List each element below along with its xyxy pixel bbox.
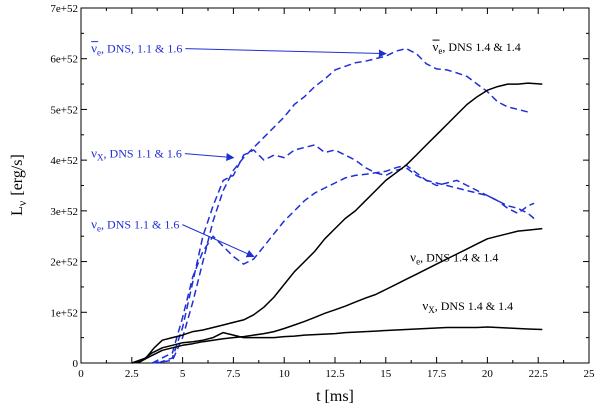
annotation-subscript: X (428, 305, 435, 315)
annotation-symbol: ν (410, 250, 416, 265)
y-tick-label: 2e+52 (50, 257, 78, 269)
annotation-label-1: νe, DNS, 1.1 & 1.6 (91, 41, 182, 58)
x-tick-label: 20 (482, 368, 494, 380)
series-line-3 (151, 164, 535, 364)
x-tick-label: 17.5 (427, 368, 447, 380)
x-tick-label: 7.5 (227, 368, 241, 380)
x-tick-label: 15 (380, 368, 392, 380)
annotation-label-3: νe, DNS 1.1 & 1.6 (91, 217, 179, 234)
annotation-symbol: ν (433, 39, 439, 54)
y-axis-label-sub: ν (15, 200, 29, 206)
annotation-subscript: e (97, 224, 101, 234)
annotation-text: , DNS 1.1 & 1.6 (101, 218, 179, 232)
annotation-text: , DNS 1.4 & 1.4 (420, 251, 498, 265)
y-tick-label: 3e+52 (50, 206, 78, 218)
series-group (131, 47, 543, 364)
annotation-text: , DNS 1.1 & 1.6 (104, 147, 182, 161)
x-tick-label: 10 (279, 368, 291, 380)
annotation-subscript: e (438, 46, 442, 56)
annotations-group: νe, DNS, 1.1 & 1.6νX, DNS 1.1 & 1.6νe, D… (91, 39, 521, 315)
x-tick-label: 0 (78, 368, 84, 380)
series-line-5 (137, 227, 543, 364)
y-tick-label: 0 (73, 358, 79, 370)
x-tick-label: 5 (180, 368, 186, 380)
y-tick-label: 5e+52 (50, 104, 78, 116)
annotation-symbol: ν (91, 217, 97, 232)
x-tick-label: 2.5 (125, 368, 139, 380)
y-tick-label: 1e+52 (50, 307, 78, 319)
x-tick-label: 12.5 (325, 368, 345, 380)
y-tick-label: 7e+52 (50, 3, 78, 15)
annotation-arrow-3 (182, 224, 255, 258)
annotation-label-2: νX, DNS 1.1 & 1.6 (91, 146, 182, 163)
y-axis-label-main: L (9, 206, 26, 216)
x-axis-label: t [ms] (316, 388, 354, 405)
annotation-subscript: X (97, 153, 104, 163)
series-line-2 (157, 144, 535, 364)
series-line-1 (152, 47, 529, 364)
annotation-subscript: e (416, 257, 420, 267)
y-tick-label: 4e+52 (50, 155, 78, 167)
y-tick-label: 6e+52 (50, 54, 78, 66)
x-tick-label: 22.5 (529, 368, 549, 380)
annotation-label-5: νe, DNS 1.4 & 1.4 (410, 250, 498, 267)
annotation-text: , DNS, 1.1 & 1.6 (101, 42, 182, 56)
y-axis-label: Lν [erg/s] (9, 154, 29, 216)
series-line-4 (131, 82, 543, 364)
annotation-text: , DNS 1.4 & 1.4 (442, 40, 520, 54)
series-line-6 (131, 326, 543, 364)
annotation-text: , DNS 1.4 & 1.4 (435, 299, 513, 313)
annotation-symbol: ν (91, 146, 97, 161)
x-tick-label: 25 (584, 368, 596, 380)
annotation-symbol: ν (422, 298, 428, 313)
annotation-symbol: ν (91, 41, 97, 56)
annotation-label-6: νX, DNS 1.4 & 1.4 (422, 298, 513, 315)
y-axis-label-unit: [erg/s] (9, 154, 26, 195)
axis-ticks: 0 2.5 5 7.5 10 12.5 15 17.5 20 22.5 25 0 1e+52 2e+52 3… (50, 3, 595, 380)
annotation-label-4: νe, DNS 1.4 & 1.4 (433, 39, 521, 56)
annotation-subscript: e (97, 48, 101, 58)
annotation-arrow-1 (185, 48, 387, 58)
annotation-arrow-2 (184, 153, 235, 162)
